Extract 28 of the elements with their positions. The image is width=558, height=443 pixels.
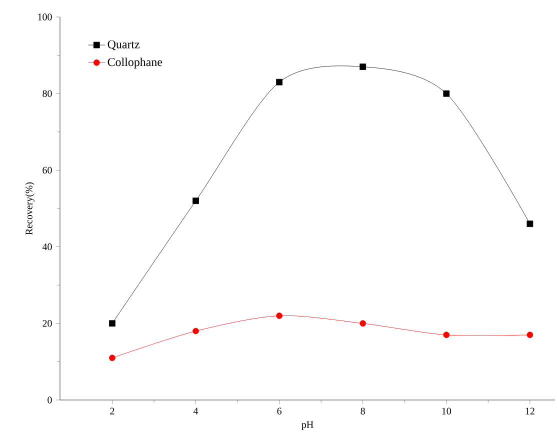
y-tick-label: 0 (48, 396, 52, 404)
point (526, 220, 534, 228)
y-tick-label: 40 (42, 243, 52, 250)
legend-label: Quartz (108, 40, 140, 50)
y-tick-label: 100 (38, 14, 52, 20)
point (109, 354, 116, 362)
x-tick-label: 2 (110, 408, 114, 414)
y-tick-label: 80 (42, 90, 52, 97)
x-tick-label: 4 (193, 408, 198, 414)
x-tick-label: 8 (360, 408, 365, 414)
point (443, 332, 450, 338)
point (192, 198, 199, 204)
point (109, 320, 116, 327)
point (360, 64, 366, 70)
legend-label: Collophane (108, 58, 162, 69)
x-tick-label: 12 (526, 408, 534, 414)
point (276, 312, 282, 319)
x-axis-title: pH (302, 421, 314, 430)
y-axis-title: Recovery(%) (25, 182, 34, 235)
point (526, 332, 534, 338)
point (360, 320, 366, 327)
y-tick-label: 60 (42, 166, 52, 174)
x-tick-label: 10 (442, 408, 452, 414)
point (276, 78, 282, 86)
x-tick-label: 6 (277, 408, 282, 414)
point (192, 328, 199, 334)
point (443, 90, 450, 97)
y-tick-label: 20 (42, 320, 52, 327)
